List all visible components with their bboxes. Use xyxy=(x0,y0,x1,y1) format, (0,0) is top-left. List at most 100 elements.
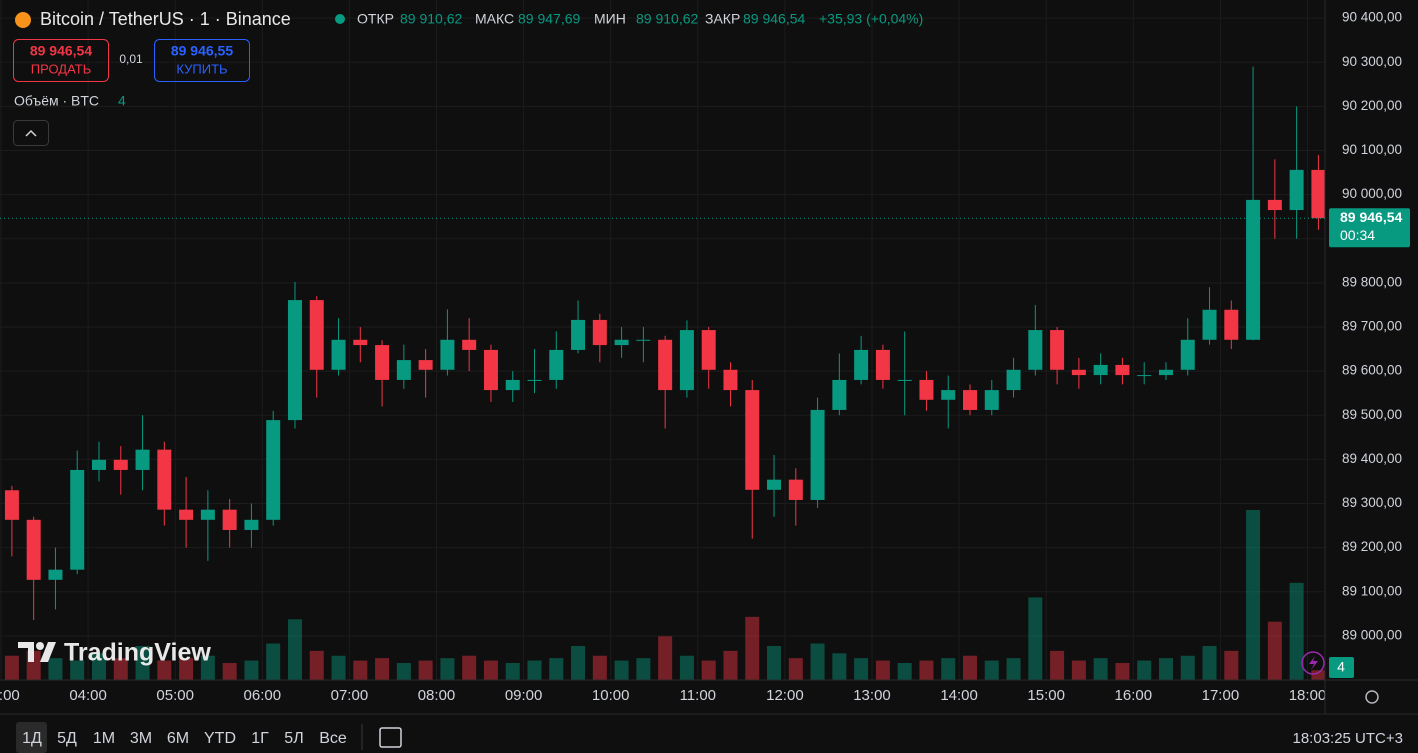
candle-body xyxy=(549,349,564,380)
coin-icon xyxy=(15,12,31,28)
volume-bar xyxy=(179,658,194,680)
last-price-label: 89 946,54 xyxy=(1340,209,1402,225)
y-tick-label: 89 800,00 xyxy=(1342,274,1402,289)
candle-body xyxy=(832,379,847,410)
candle-body xyxy=(1050,330,1065,370)
candle-body xyxy=(767,479,782,490)
logo-icon xyxy=(18,642,56,662)
range-button[interactable]: 1М xyxy=(93,730,115,747)
candle-body xyxy=(1093,364,1108,376)
candle-body xyxy=(1202,309,1217,340)
range-button[interactable]: YTD xyxy=(204,730,236,747)
volume-bar xyxy=(941,658,956,680)
volume-tag-label: 4 xyxy=(1337,659,1345,675)
volume-bar xyxy=(1202,646,1217,680)
candle-body xyxy=(244,519,259,530)
range-button[interactable]: Все xyxy=(319,730,347,747)
volume-bar xyxy=(222,663,237,680)
range-button[interactable]: 6М xyxy=(167,730,189,747)
y-tick-label: 89 600,00 xyxy=(1342,363,1402,378)
volume-legend-value: 4 xyxy=(118,93,126,109)
alert-button[interactable] xyxy=(1301,651,1325,675)
ohlc-label: МИН xyxy=(594,11,626,27)
volume-bar xyxy=(309,650,324,680)
volume-bar xyxy=(287,619,302,680)
volume-bar xyxy=(984,660,999,680)
volume-bar xyxy=(483,660,498,680)
y-tick-label: 89 500,00 xyxy=(1342,407,1402,422)
x-tick-label: 06:00 xyxy=(244,687,282,704)
volume-bar xyxy=(4,655,19,680)
x-tick-label: 04:00 xyxy=(69,687,107,704)
x-tick-label: 12:00 xyxy=(766,687,804,704)
candle-body xyxy=(1028,330,1043,370)
volume-bar xyxy=(505,663,520,680)
volume-bar xyxy=(375,658,390,680)
candle-body xyxy=(1224,309,1239,340)
volume-bar xyxy=(701,660,716,680)
candle-body xyxy=(1006,369,1021,391)
candle-body xyxy=(1246,199,1261,340)
volume-bar xyxy=(658,636,673,680)
buy-label: КУПИТЬ xyxy=(176,61,227,76)
volume-bar xyxy=(331,655,346,680)
y-tick-label: 89 700,00 xyxy=(1342,319,1402,334)
candle-body xyxy=(287,300,302,421)
y-tick-label: 89 400,00 xyxy=(1342,451,1402,466)
collapse-button[interactable] xyxy=(13,120,49,146)
y-tick-label: 90 300,00 xyxy=(1342,54,1402,69)
buy-button[interactable] xyxy=(154,39,250,82)
x-tick-label: 17:00 xyxy=(1202,687,1240,704)
sell-button[interactable] xyxy=(13,39,109,82)
x-tick-label: 18:00 xyxy=(1289,687,1327,704)
range-button[interactable]: 1Д xyxy=(22,730,42,747)
volume-legend: Объём · BTC xyxy=(14,93,99,109)
volume-bar xyxy=(549,658,564,680)
y-tick-label: 89 000,00 xyxy=(1342,627,1402,642)
volume-bar xyxy=(897,663,912,680)
volume-bar xyxy=(679,655,694,680)
candle-body xyxy=(462,339,477,350)
volume-bar xyxy=(875,660,890,680)
candle-body xyxy=(679,330,694,391)
volume-bar xyxy=(1289,582,1304,680)
volume-bar xyxy=(810,643,825,680)
range-button[interactable]: 5Д xyxy=(57,730,77,747)
candle-body xyxy=(1289,169,1304,211)
range-button[interactable]: 5Л xyxy=(284,730,303,747)
y-tick-label: 89 300,00 xyxy=(1342,495,1402,510)
y-tick-label: 90 000,00 xyxy=(1342,186,1402,201)
volume-bar xyxy=(1028,597,1043,680)
x-tick-label: 15:00 xyxy=(1027,687,1065,704)
range-button[interactable]: 3М xyxy=(130,730,152,747)
settings-button[interactable] xyxy=(1365,690,1379,704)
candle-body xyxy=(179,509,194,520)
candle-body xyxy=(1180,339,1195,370)
volume-bar xyxy=(1006,658,1021,680)
ohlc-value: 89 947,69 xyxy=(518,11,580,27)
x-tick-label: 08:00 xyxy=(418,687,456,704)
date-range-button[interactable] xyxy=(379,727,402,748)
volume-bar xyxy=(1246,510,1261,680)
chevron-icon xyxy=(25,129,37,137)
volume-bar xyxy=(440,658,455,680)
candle-body xyxy=(200,509,215,520)
change: +35,93 (+0,04%) xyxy=(819,11,923,27)
symbol[interactable]: Bitcoin / TetherUS · 1 · Binance xyxy=(40,9,291,29)
candle-body xyxy=(222,509,237,530)
buy-price: 89 946,55 xyxy=(171,43,233,59)
candle-body xyxy=(157,449,172,510)
candle-body xyxy=(135,449,150,470)
candle-body xyxy=(963,390,977,410)
ohlc-value: 89 946,54 xyxy=(743,11,805,27)
y-tick-label: 90 100,00 xyxy=(1342,142,1402,157)
candle-body xyxy=(440,339,455,370)
candle-body xyxy=(1158,369,1173,376)
volume-bar xyxy=(1137,660,1152,680)
candle-body xyxy=(875,349,890,380)
volume-bar xyxy=(200,655,215,680)
candle-body xyxy=(505,379,520,391)
logo: TradingView xyxy=(64,639,211,667)
range-button[interactable]: 1Г xyxy=(251,730,269,747)
candle-body xyxy=(919,379,934,400)
